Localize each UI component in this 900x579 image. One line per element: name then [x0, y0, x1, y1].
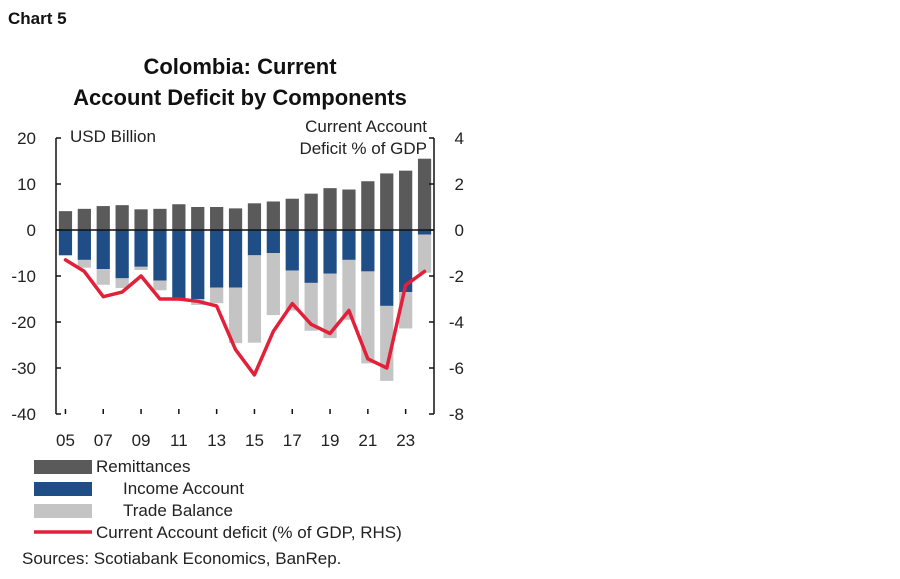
bar-income-account-2015 — [247, 230, 262, 256]
bar-income-account-2021 — [361, 230, 375, 272]
bar-income-account-2023 — [399, 230, 413, 293]
x-tick-label: 11 — [170, 431, 188, 450]
left-tick-label: 20 — [17, 129, 36, 148]
bar-remittances-2020 — [342, 189, 356, 230]
right-axis-label-line-2: Deficit % of GDP — [299, 139, 427, 158]
x-tick-label: 15 — [245, 431, 264, 450]
chart-number: Chart 5 — [8, 9, 67, 28]
left-tick-label: 10 — [17, 175, 36, 194]
bars-group — [58, 158, 432, 381]
source-note: Sources: Scotiabank Economics, BanRep. — [22, 549, 341, 568]
right-tick-label: -4 — [449, 313, 464, 332]
left-tick-label: -30 — [11, 359, 36, 378]
bar-remittances-2005 — [58, 211, 73, 230]
right-tick-label: -6 — [449, 359, 464, 378]
bar-trade-balance-2016 — [266, 253, 280, 316]
bar-income-account-2017 — [285, 230, 299, 271]
x-tick-label: 05 — [56, 431, 75, 450]
bar-income-account-2018 — [304, 230, 318, 283]
bar-income-account-2006 — [77, 230, 91, 260]
bar-remittances-2007 — [96, 206, 110, 230]
bar-trade-balance-2008 — [115, 278, 129, 288]
bar-remittances-2010 — [153, 208, 167, 230]
bar-trade-balance-2017 — [285, 270, 299, 311]
bar-remittances-2008 — [115, 205, 129, 230]
bar-remittances-2013 — [210, 207, 224, 230]
bar-remittances-2011 — [172, 204, 186, 230]
legend-swatch-trade-balance — [34, 504, 92, 518]
bar-trade-balance-2013 — [210, 287, 224, 304]
bar-trade-balance-2010 — [153, 280, 167, 291]
series-line-current-account — [63, 258, 427, 377]
bar-trade-balance-2015 — [247, 255, 262, 343]
right-tick-label: 4 — [455, 129, 464, 148]
bar-income-account-2011 — [172, 230, 186, 299]
bar-income-account-2005 — [58, 230, 73, 256]
bar-trade-balance-2019 — [323, 273, 337, 339]
x-tick-label: 07 — [94, 431, 113, 450]
x-tick-label: 23 — [396, 431, 415, 450]
legend-label-current-account: Current Account deficit (% of GDP, RHS) — [96, 523, 402, 542]
bar-remittances-2023 — [399, 170, 413, 230]
legend: Remittances Income Account Trade Balance… — [34, 457, 402, 542]
right-axis-label-line-1: Current Account — [305, 117, 427, 136]
bar-income-account-2007 — [96, 230, 110, 270]
bar-remittances-2017 — [285, 198, 299, 230]
bar-income-account-2020 — [342, 230, 356, 260]
legend-label-remittances: Remittances — [96, 457, 190, 476]
right-tick-label: 2 — [455, 175, 464, 194]
bar-remittances-2022 — [380, 173, 394, 230]
right-tick-label: 0 — [455, 221, 464, 240]
bar-income-account-2024 — [417, 230, 432, 235]
bar-trade-balance-2009 — [134, 266, 148, 271]
bar-remittances-2015 — [247, 203, 262, 230]
bar-remittances-2019 — [323, 188, 337, 230]
left-tick-label: -40 — [11, 405, 36, 424]
bar-income-account-2012 — [191, 230, 205, 299]
bar-income-account-2010 — [153, 230, 167, 281]
legend-swatch-income-account — [34, 482, 92, 496]
right-tick-label: -2 — [449, 267, 464, 286]
axes-group — [55, 138, 435, 414]
x-tick-label: 13 — [207, 431, 226, 450]
left-tick-label: 0 — [27, 221, 36, 240]
x-tick-label: 09 — [132, 431, 151, 450]
bar-income-account-2014 — [228, 230, 243, 288]
bar-remittances-2018 — [304, 193, 318, 230]
bar-income-account-2022 — [380, 230, 394, 306]
right-tick-label: -8 — [449, 405, 464, 424]
bar-income-account-2019 — [323, 230, 337, 274]
legend-label-income-account: Income Account — [123, 479, 244, 498]
bar-remittances-2021 — [361, 181, 375, 230]
bar-trade-balance-2006 — [77, 259, 91, 268]
bar-income-account-2009 — [134, 230, 148, 267]
bar-income-account-2008 — [115, 230, 129, 279]
chart-title-line-1: Colombia: Current — [143, 54, 337, 79]
left-tick-label: -20 — [11, 313, 36, 332]
bar-trade-balance-2020 — [342, 259, 356, 320]
legend-swatch-remittances — [34, 460, 92, 474]
legend-label-trade-balance: Trade Balance — [123, 501, 233, 520]
x-tick-label: 17 — [283, 431, 302, 450]
bar-income-account-2016 — [266, 230, 280, 253]
left-tick-label: -10 — [11, 267, 36, 286]
x-tick-label: 19 — [321, 431, 340, 450]
bar-trade-balance-2024 — [417, 234, 432, 273]
bar-trade-balance-2007 — [96, 269, 110, 285]
bar-remittances-2009 — [134, 209, 148, 230]
bar-income-account-2013 — [210, 230, 224, 288]
bar-remittances-2014 — [228, 208, 243, 230]
bar-remittances-2024 — [417, 158, 432, 230]
bar-remittances-2016 — [266, 201, 280, 230]
left-axis-label: USD Billion — [70, 127, 156, 146]
bar-remittances-2006 — [77, 208, 91, 230]
chart-title-line-2: Account Deficit by Components — [73, 85, 407, 110]
x-tick-label: 21 — [358, 431, 377, 450]
bar-trade-balance-2014 — [228, 287, 243, 344]
bar-remittances-2012 — [191, 207, 205, 230]
bar-trade-balance-2022 — [380, 305, 394, 381]
bar-trade-balance-2021 — [361, 271, 375, 364]
